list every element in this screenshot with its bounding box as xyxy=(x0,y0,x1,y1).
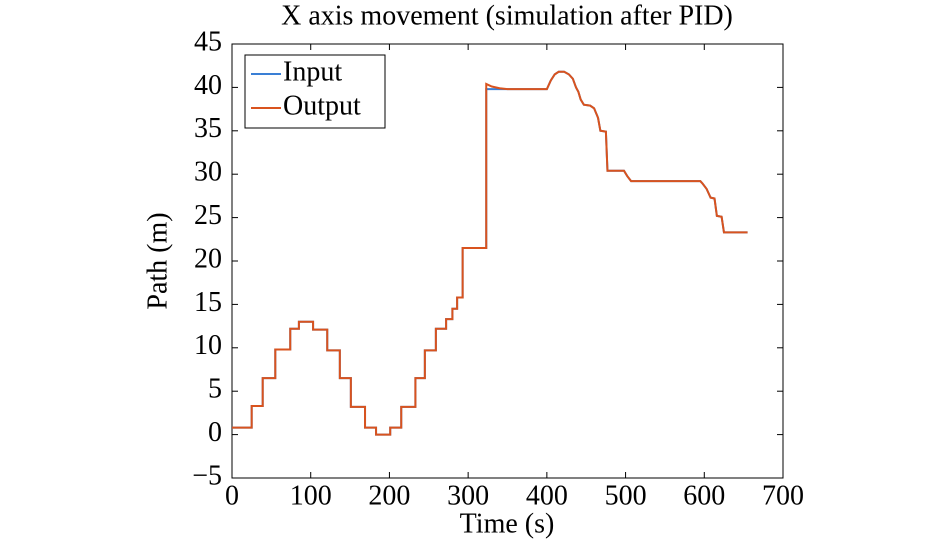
x-tick-label: 400 xyxy=(526,480,568,511)
x-tick-label: 0 xyxy=(225,480,239,511)
y-tick-label: 35 xyxy=(194,113,222,144)
x-tick-label: 500 xyxy=(605,480,647,511)
y-axis-label: Path (m) xyxy=(142,212,173,309)
legend-box xyxy=(244,54,386,129)
y-tick-label: 20 xyxy=(194,243,222,274)
x-tick-label: 200 xyxy=(368,480,410,511)
legend-label: Output xyxy=(283,90,361,121)
y-tick-label: −5 xyxy=(192,460,222,491)
y-tick-label: 5 xyxy=(208,374,222,405)
y-tick-label: 40 xyxy=(194,70,222,101)
legend-label: Input xyxy=(283,56,342,87)
x-tick-label: 300 xyxy=(447,480,489,511)
y-tick-label: 45 xyxy=(194,26,222,57)
y-tick-label: 15 xyxy=(194,287,222,318)
x-tick-label: 600 xyxy=(683,480,725,511)
series-line xyxy=(232,70,748,436)
x-tick-label: 700 xyxy=(762,480,804,511)
y-tick-label: 25 xyxy=(194,200,222,231)
chart-title: X axis movement (simulation after PID) xyxy=(281,0,733,31)
plot-frame xyxy=(231,43,784,479)
x-tick-label: 100 xyxy=(290,480,332,511)
y-tick-label: 10 xyxy=(194,330,222,361)
y-tick-label: 0 xyxy=(208,417,222,448)
y-tick-label: 30 xyxy=(194,157,222,188)
x-axis-label: Time (s) xyxy=(460,508,555,539)
